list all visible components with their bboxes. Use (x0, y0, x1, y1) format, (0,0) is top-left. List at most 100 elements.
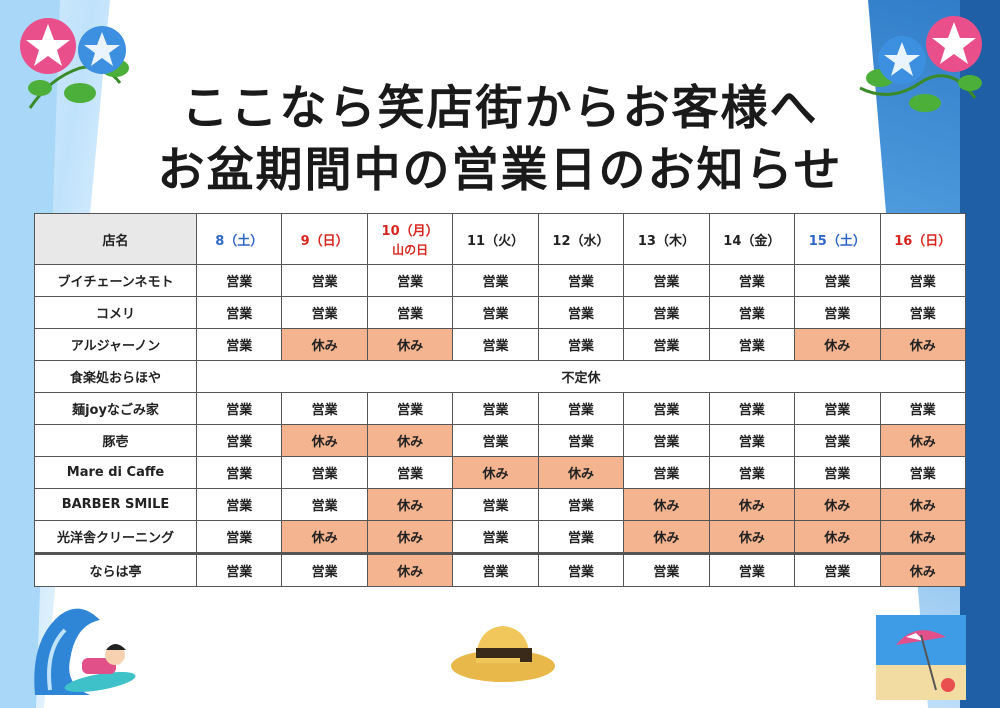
status-open-cell: 営業 (452, 552, 539, 587)
day-header-label: 11（火） (466, 233, 525, 249)
status-closed-cell: 休み (879, 424, 966, 457)
shop-column-header: 店名 (34, 213, 197, 265)
table-row: コメリ 営業 営業 営業 営業 営業 営業 営業 営業 営業 (34, 296, 966, 329)
table-row: ならは亭 営業 営業 休み 営業 営業 営業 営業 営業 休み (34, 552, 966, 587)
status-open-cell: 営業 (708, 392, 796, 425)
table-row: ブイチェーンネモト 営業 営業 営業 営業 営業 営業 営業 営業 営業 (34, 264, 966, 297)
day-header: 15（土） (794, 213, 881, 265)
shop-name: 光洋舎クリーニング (34, 520, 197, 554)
status-closed-cell: 休み (879, 488, 966, 521)
status-open-cell: 営業 (623, 296, 710, 329)
day-header: 14（金） (708, 213, 796, 265)
status-closed-cell: 休み (623, 520, 710, 554)
shop-name: アルジャーノン (34, 328, 197, 361)
page-title: ここなら笑店街からお客様へ お盆期間中の営業日のお知らせ (0, 78, 1000, 202)
status-closed-cell: 休み (708, 520, 796, 554)
status-open-cell: 営業 (452, 328, 539, 361)
status-open-cell: 営業 (281, 264, 368, 297)
status-closed-cell: 休み (452, 456, 539, 489)
status-closed-cell: 休み (281, 328, 368, 361)
status-open-cell: 営業 (623, 424, 710, 457)
status-open-cell: 営業 (879, 392, 966, 425)
straw-hat-icon (451, 626, 555, 682)
day-header-label: 14（金） (723, 233, 781, 249)
status-open-cell: 営業 (195, 328, 283, 361)
status-open-cell: 営業 (879, 264, 966, 297)
status-open-cell: 営業 (195, 456, 283, 489)
day-header-label: 8（土） (215, 233, 264, 249)
shop-name: BARBER SMILE (34, 488, 197, 521)
status-closed-cell: 休み (366, 488, 454, 521)
status-open-cell: 営業 (195, 552, 283, 587)
status-open-cell: 営業 (281, 552, 368, 587)
status-open-cell: 営業 (281, 296, 368, 329)
shop-name: 食楽処おらほや (34, 360, 197, 393)
status-open-cell: 営業 (708, 264, 796, 297)
morning-glory-left-icon (20, 18, 129, 109)
day-header-label: 15（土） (808, 233, 866, 249)
status-closed-cell: 休み (708, 488, 796, 521)
table-row: 豚壱 営業 休み 休み 営業 営業 営業 営業 営業 休み (34, 424, 966, 457)
table-header-row: 店名 8（土） 9（日） 10（月） 山の日 11（火） 12（水） 13（木） … (34, 213, 966, 265)
status-closed-cell: 休み (879, 520, 966, 554)
status-open-cell: 営業 (195, 488, 283, 521)
shop-name: ブイチェーンネモト (34, 264, 197, 297)
status-closed-cell: 休み (794, 488, 881, 521)
day-header: 16（日） (879, 213, 966, 265)
day-header: 8（土） (195, 213, 283, 265)
status-open-cell: 営業 (708, 328, 796, 361)
shop-name: コメリ (34, 296, 197, 329)
shop-name: 豚壱 (34, 424, 197, 457)
status-open-cell: 営業 (794, 392, 881, 425)
day-header: 13（木） (623, 213, 710, 265)
status-closed-cell: 休み (366, 424, 454, 457)
status-open-cell: 営業 (281, 392, 368, 425)
status-open-cell: 営業 (794, 456, 881, 489)
table-row: Mare di Caffe 営業 営業 営業 休み 休み 営業 営業 営業 営業 (34, 456, 966, 489)
status-open-cell: 営業 (366, 296, 454, 329)
status-open-cell: 営業 (537, 264, 625, 297)
status-closed-cell: 休み (366, 552, 454, 587)
day-header-label: 10（月） (381, 224, 439, 239)
shop-name: 麺joyなごみ家 (34, 392, 197, 425)
status-closed-cell: 休み (281, 520, 368, 554)
status-open-cell: 営業 (623, 328, 710, 361)
background-right-edge (960, 0, 1000, 708)
day-header: 12（水） (537, 213, 625, 265)
day-header-label: 13（木） (637, 233, 695, 249)
status-open-cell: 営業 (794, 552, 881, 587)
day-header: 10（月） 山の日 (366, 213, 454, 265)
status-open-cell: 営業 (452, 392, 539, 425)
status-open-cell: 営業 (623, 456, 710, 489)
status-open-cell: 営業 (195, 424, 283, 457)
irregular-holiday-cell: 不定休 (196, 360, 966, 393)
status-open-cell: 営業 (537, 488, 625, 521)
day-header-label: 16（日） (894, 233, 952, 249)
status-open-cell: 営業 (623, 552, 710, 587)
status-open-cell: 営業 (708, 296, 796, 329)
holiday-label: 山の日 (392, 243, 429, 257)
status-closed-cell: 休み (366, 520, 454, 554)
status-open-cell: 営業 (794, 424, 881, 457)
table-row: 麺joyなごみ家 営業 営業 営業 営業 営業 営業 営業 営業 営業 (34, 392, 966, 425)
status-open-cell: 営業 (195, 264, 283, 297)
day-header: 9（日） (281, 213, 368, 265)
day-header-label: 12（水） (552, 233, 610, 249)
morning-glory-right-icon (859, 16, 982, 112)
status-open-cell: 営業 (195, 296, 283, 329)
table-row: アルジャーノン 営業 休み 休み 営業 営業 営業 営業 休み 休み (34, 328, 966, 361)
status-closed-cell: 休み (281, 424, 368, 457)
status-open-cell: 営業 (366, 264, 454, 297)
status-open-cell: 営業 (452, 520, 539, 554)
business-days-table: 店名 8（土） 9（日） 10（月） 山の日 11（火） 12（水） 13（木） … (34, 213, 966, 587)
day-header: 11（火） (452, 213, 539, 265)
status-open-cell: 営業 (623, 392, 710, 425)
status-open-cell: 営業 (452, 424, 539, 457)
status-open-cell: 営業 (366, 392, 454, 425)
status-open-cell: 営業 (879, 296, 966, 329)
status-closed-cell: 休み (366, 328, 454, 361)
shop-name: Mare di Caffe (34, 456, 197, 489)
surfer-girl-icon (34, 608, 136, 695)
status-open-cell: 営業 (537, 392, 625, 425)
shop-name: ならは亭 (34, 552, 197, 587)
